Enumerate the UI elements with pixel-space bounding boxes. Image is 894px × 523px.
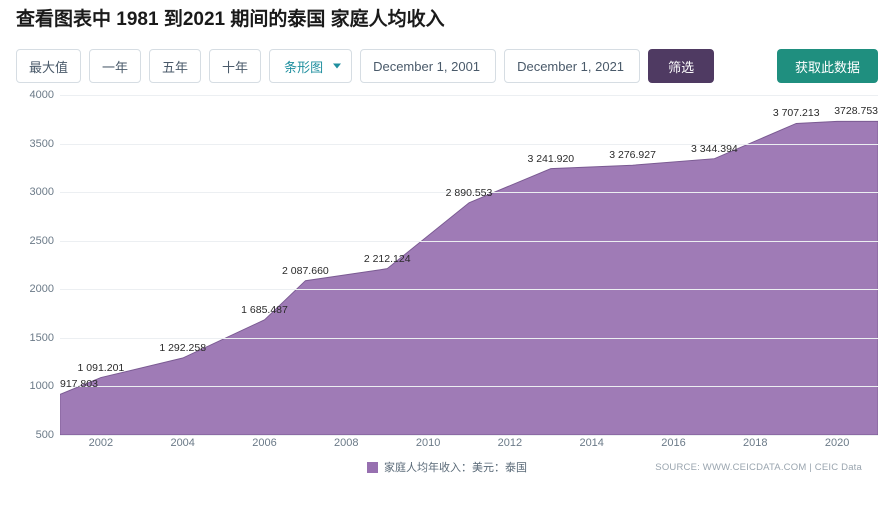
data-point-label: 1 091.201 (78, 362, 125, 378)
data-point-label: 2 890.553 (446, 187, 493, 203)
chart-type-select[interactable]: 条形图 (269, 49, 352, 83)
grid-line (60, 386, 878, 387)
y-tick-label: 2000 (30, 283, 54, 295)
x-tick-label: 2010 (416, 437, 440, 449)
y-tick-label: 1500 (30, 332, 54, 344)
x-tick-label: 2006 (252, 437, 276, 449)
y-tick-label: 500 (36, 429, 54, 441)
filter-button[interactable]: 筛选 (648, 49, 714, 83)
data-point-label: 3 241.920 (527, 153, 574, 169)
data-point-label: 2 212.124 (364, 253, 411, 269)
range-5y-button[interactable]: 五年 (149, 49, 201, 83)
area-series (60, 95, 878, 435)
y-tick-label: 3000 (30, 186, 54, 198)
x-tick-label: 2004 (170, 437, 194, 449)
plot-area: 917.8031 091.201 1 292.258 1 685.487 2 087.… (60, 95, 878, 435)
y-tick-label: 4000 (30, 89, 54, 101)
legend-swatch (367, 462, 378, 473)
data-point-label: 3 276.927 (609, 149, 656, 165)
chevron-down-icon (333, 64, 341, 69)
source-text: SOURCE: WWW.CEICDATA.COM | CEIC Data (655, 462, 862, 473)
grid-line (60, 241, 878, 242)
y-tick-label: 2500 (30, 235, 54, 247)
x-tick-label: 2002 (89, 437, 113, 449)
date-to-input[interactable]: December 1, 2021 (504, 49, 640, 83)
data-point-label: 1 685.487 (241, 304, 288, 320)
data-point-label: 3728.753 (834, 105, 878, 121)
grid-line (60, 144, 878, 145)
x-tick-label: 2014 (579, 437, 603, 449)
data-point-label: 1 292.258 (159, 342, 206, 358)
data-point-label: 3 344.394 (691, 143, 738, 159)
grid-line (60, 435, 878, 436)
get-data-button[interactable]: 获取此数据 (777, 49, 878, 83)
range-10y-button[interactable]: 十年 (209, 49, 261, 83)
legend: 家庭人均年收入：美元：泰国 SOURCE: WWW.CEICDATA.COM |… (16, 459, 878, 475)
page-title: 查看图表中 1981 到2021 期间的泰国 家庭人均收入 (16, 4, 878, 31)
chart-type-label: 条形图 (284, 57, 323, 76)
grid-line (60, 338, 878, 339)
legend-label: 家庭人均年收入：美元：泰国 (384, 459, 527, 475)
data-point-label: 917.803 (60, 378, 98, 394)
data-point-label: 2 087.660 (282, 265, 329, 281)
data-point-label: 3 707.213 (773, 107, 820, 123)
y-axis: 5001000150020002500300035004000 (16, 95, 60, 435)
controls-row: 最大值 一年 五年 十年 条形图 December 1, 2001 Decemb… (16, 49, 878, 83)
range-max-button[interactable]: 最大值 (16, 49, 81, 83)
range-1y-button[interactable]: 一年 (89, 49, 141, 83)
x-tick-label: 2020 (825, 437, 849, 449)
grid-line (60, 289, 878, 290)
x-axis: 2002 2004 2006 2008 2010 2012 2014 2016 2018 2020 (60, 437, 878, 453)
y-tick-label: 1000 (30, 380, 54, 392)
date-from-input[interactable]: December 1, 2001 (360, 49, 496, 83)
x-tick-label: 2016 (661, 437, 685, 449)
chart-area: 5001000150020002500300035004000 917.8031… (16, 95, 878, 457)
grid-line (60, 95, 878, 96)
x-tick-label: 2012 (498, 437, 522, 449)
x-tick-label: 2008 (334, 437, 358, 449)
x-tick-label: 2018 (743, 437, 767, 449)
y-tick-label: 3500 (30, 138, 54, 150)
